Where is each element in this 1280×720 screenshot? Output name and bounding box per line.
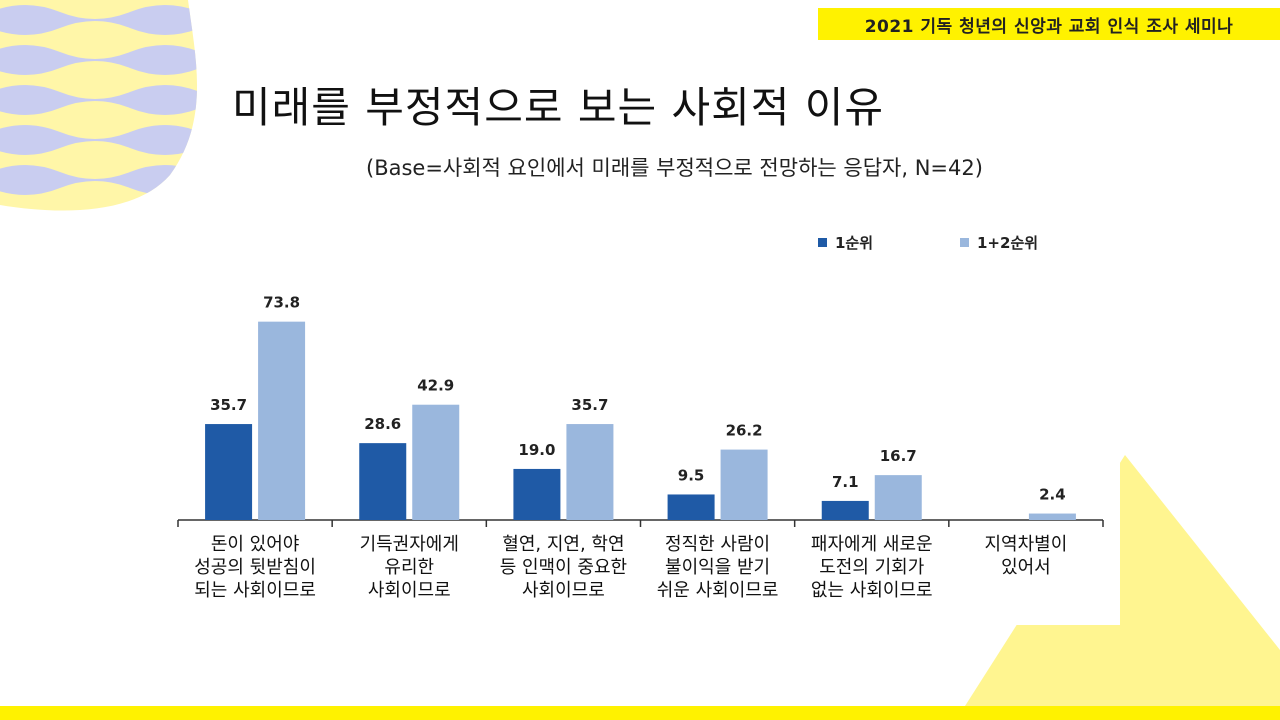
bar-rank1: [205, 424, 253, 520]
data-label: 2.4: [1039, 486, 1066, 504]
category-label: 있어서: [1001, 557, 1051, 578]
bar-rank1: [667, 494, 715, 520]
category-label: 패자에게 새로운: [811, 534, 933, 555]
bar-rank1: [821, 500, 869, 520]
bar-rank1: [359, 443, 407, 520]
data-label: 7.1: [832, 473, 859, 491]
data-label: 35.7: [571, 396, 608, 414]
data-label: 16.7: [880, 447, 917, 465]
legend-item-series-2: 1+2순위: [960, 232, 1038, 253]
data-label: 19.0: [518, 441, 555, 459]
category-label: 유리한: [384, 557, 434, 578]
category-label: 정직한 사람이: [665, 534, 770, 555]
bar-rank1: [513, 468, 561, 520]
category-label: 불이익을 받기: [665, 557, 770, 578]
data-label: 9.5: [678, 466, 705, 484]
legend-swatch-light: [960, 238, 969, 247]
category-label: 혈연, 지연, 학연: [502, 534, 624, 555]
bar-rank12: [566, 424, 614, 520]
data-label: 35.7: [210, 396, 247, 414]
category-label: 없는 사회이므로: [811, 580, 933, 601]
bar-rank12: [720, 449, 768, 520]
bar-rank12: [1028, 513, 1076, 520]
bar-rank12: [412, 404, 460, 520]
category-label: 등 인맥이 중요한: [500, 557, 627, 578]
category-label: 기득권자에게: [360, 534, 459, 555]
bar-rank12: [258, 321, 306, 520]
data-label: 73.8: [263, 294, 300, 312]
data-label: 42.9: [417, 377, 454, 395]
data-label: 26.2: [726, 422, 763, 440]
category-label: 쉬운 사회이므로: [657, 580, 779, 601]
category-label: 지역차별이: [985, 534, 1068, 555]
yellow-triangle: [965, 455, 1280, 706]
category-label: 되는 사회이므로: [194, 580, 316, 601]
category-label: 돈이 있어야: [211, 534, 300, 555]
seminar-banner: 2021 기독 청년의 신앙과 교회 인식 조사 세미나: [818, 8, 1280, 40]
category-label: 사회이므로: [368, 580, 451, 601]
base-note: (Base=사회적 요인에서 미래를 부정적으로 전망하는 응답자, N=42): [366, 156, 983, 180]
legend-swatch-dark: [818, 238, 827, 247]
category-label: 성공의 뒷받침이: [194, 557, 316, 578]
wave-blob: [0, 0, 198, 211]
category-label: 도전의 기회가: [819, 557, 924, 578]
legend-label: 1순위: [835, 234, 874, 252]
data-label: 28.6: [364, 415, 401, 433]
legend-label: 1+2순위: [977, 234, 1039, 252]
bottom-accent-bar: [0, 706, 1280, 720]
category-label: 사회이므로: [522, 580, 605, 601]
legend-item-series-1: 1순위: [818, 232, 873, 253]
bar-rank12: [874, 475, 922, 520]
page-title: 미래를 부정적으로 보는 사회적 이유: [232, 83, 885, 132]
chart-panel: 35.7 73.8 돈이 있어야 성공의 뒷받침이 되는 사회이므로 28.6 42.9 기득…: [160, 215, 1120, 625]
